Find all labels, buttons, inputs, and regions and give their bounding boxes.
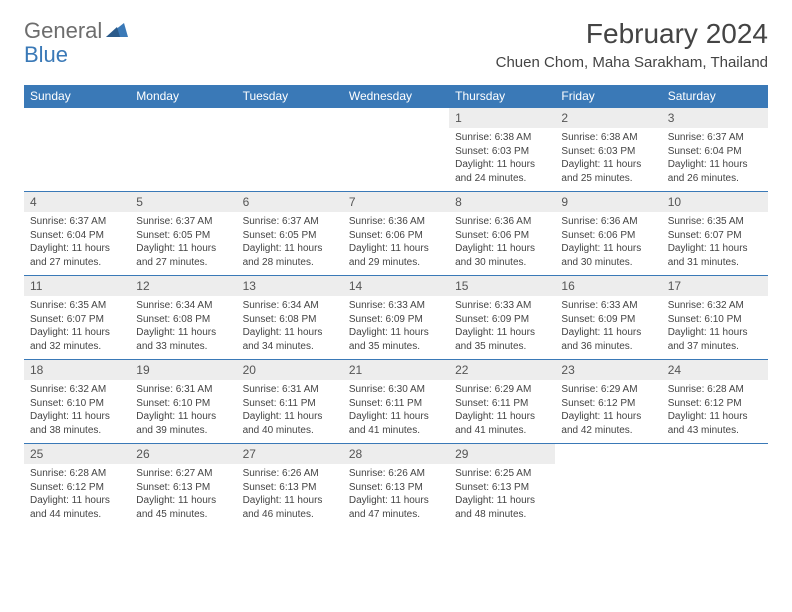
- day-header: Monday: [130, 85, 236, 108]
- location-text: Chuen Chom, Maha Sarakham, Thailand: [496, 54, 768, 71]
- day-detail-cell: Sunrise: 6:37 AMSunset: 6:05 PMDaylight:…: [130, 212, 236, 276]
- day-number-cell: 15: [449, 276, 555, 297]
- day-header: Thursday: [449, 85, 555, 108]
- day-detail-cell: Sunrise: 6:30 AMSunset: 6:11 PMDaylight:…: [343, 380, 449, 444]
- calendar-body: 123Sunrise: 6:38 AMSunset: 6:03 PMDaylig…: [24, 108, 768, 528]
- day-number-cell: 16: [555, 276, 661, 297]
- day-detail-cell: [24, 128, 130, 192]
- day-number-cell: 26: [130, 444, 236, 465]
- day-number-cell: 28: [343, 444, 449, 465]
- day-header: Friday: [555, 85, 661, 108]
- day-number-cell: [343, 108, 449, 129]
- day-detail-cell: Sunrise: 6:37 AMSunset: 6:04 PMDaylight:…: [662, 128, 768, 192]
- day-number-cell: [662, 444, 768, 465]
- day-number-cell: 25: [24, 444, 130, 465]
- day-number-cell: 9: [555, 192, 661, 213]
- day-number-cell: 1: [449, 108, 555, 129]
- day-detail-cell: Sunrise: 6:26 AMSunset: 6:13 PMDaylight:…: [343, 464, 449, 527]
- day-detail-cell: Sunrise: 6:29 AMSunset: 6:12 PMDaylight:…: [555, 380, 661, 444]
- day-detail-cell: Sunrise: 6:31 AMSunset: 6:11 PMDaylight:…: [237, 380, 343, 444]
- day-number-cell: 2: [555, 108, 661, 129]
- calendar-table: SundayMondayTuesdayWednesdayThursdayFrid…: [24, 85, 768, 527]
- day-detail-cell: Sunrise: 6:32 AMSunset: 6:10 PMDaylight:…: [24, 380, 130, 444]
- day-number-cell: 24: [662, 360, 768, 381]
- title-block: February 2024 Chuen Chom, Maha Sarakham,…: [496, 18, 768, 71]
- day-number-cell: 20: [237, 360, 343, 381]
- day-detail-cell: Sunrise: 6:29 AMSunset: 6:11 PMDaylight:…: [449, 380, 555, 444]
- day-number-cell: 11: [24, 276, 130, 297]
- day-detail-cell: Sunrise: 6:36 AMSunset: 6:06 PMDaylight:…: [343, 212, 449, 276]
- day-detail-cell: Sunrise: 6:35 AMSunset: 6:07 PMDaylight:…: [662, 212, 768, 276]
- day-number-cell: 27: [237, 444, 343, 465]
- day-number-cell: 13: [237, 276, 343, 297]
- day-number-cell: [237, 108, 343, 129]
- day-detail-cell: Sunrise: 6:32 AMSunset: 6:10 PMDaylight:…: [662, 296, 768, 360]
- day-number-cell: [24, 108, 130, 129]
- day-number-cell: 19: [130, 360, 236, 381]
- day-detail-cell: Sunrise: 6:38 AMSunset: 6:03 PMDaylight:…: [555, 128, 661, 192]
- day-detail-cell: Sunrise: 6:25 AMSunset: 6:13 PMDaylight:…: [449, 464, 555, 527]
- day-detail-cell: Sunrise: 6:33 AMSunset: 6:09 PMDaylight:…: [555, 296, 661, 360]
- day-detail-cell: [662, 464, 768, 527]
- day-detail-cell: Sunrise: 6:34 AMSunset: 6:08 PMDaylight:…: [237, 296, 343, 360]
- day-detail-cell: [343, 128, 449, 192]
- day-detail-cell: Sunrise: 6:38 AMSunset: 6:03 PMDaylight:…: [449, 128, 555, 192]
- brand-logo: General: [24, 18, 130, 44]
- day-number-cell: 29: [449, 444, 555, 465]
- day-number-cell: 23: [555, 360, 661, 381]
- calendar-head: SundayMondayTuesdayWednesdayThursdayFrid…: [24, 85, 768, 108]
- brand-part1: General: [24, 18, 102, 44]
- day-number-cell: 12: [130, 276, 236, 297]
- day-detail-cell: Sunrise: 6:31 AMSunset: 6:10 PMDaylight:…: [130, 380, 236, 444]
- day-header: Wednesday: [343, 85, 449, 108]
- month-title: February 2024: [496, 18, 768, 50]
- day-header: Sunday: [24, 85, 130, 108]
- day-detail-cell: Sunrise: 6:28 AMSunset: 6:12 PMDaylight:…: [662, 380, 768, 444]
- day-detail-cell: [555, 464, 661, 527]
- day-number-cell: 6: [237, 192, 343, 213]
- day-number-cell: 3: [662, 108, 768, 129]
- day-detail-cell: Sunrise: 6:27 AMSunset: 6:13 PMDaylight:…: [130, 464, 236, 527]
- day-number-cell: 10: [662, 192, 768, 213]
- day-number-cell: [555, 444, 661, 465]
- day-detail-cell: Sunrise: 6:33 AMSunset: 6:09 PMDaylight:…: [449, 296, 555, 360]
- brand-triangle-icon: [106, 21, 128, 42]
- day-detail-cell: Sunrise: 6:36 AMSunset: 6:06 PMDaylight:…: [555, 212, 661, 276]
- brand-part2: Blue: [24, 42, 68, 68]
- day-detail-cell: Sunrise: 6:36 AMSunset: 6:06 PMDaylight:…: [449, 212, 555, 276]
- day-detail-cell: Sunrise: 6:28 AMSunset: 6:12 PMDaylight:…: [24, 464, 130, 527]
- day-detail-cell: Sunrise: 6:33 AMSunset: 6:09 PMDaylight:…: [343, 296, 449, 360]
- page-header: General February 2024 Chuen Chom, Maha S…: [24, 18, 768, 71]
- day-number-cell: 21: [343, 360, 449, 381]
- day-number-cell: 8: [449, 192, 555, 213]
- day-detail-cell: Sunrise: 6:35 AMSunset: 6:07 PMDaylight:…: [24, 296, 130, 360]
- day-number-cell: 17: [662, 276, 768, 297]
- day-detail-cell: Sunrise: 6:37 AMSunset: 6:04 PMDaylight:…: [24, 212, 130, 276]
- day-number-cell: 22: [449, 360, 555, 381]
- day-number-cell: 14: [343, 276, 449, 297]
- day-header: Saturday: [662, 85, 768, 108]
- day-number-cell: 4: [24, 192, 130, 213]
- day-detail-cell: Sunrise: 6:37 AMSunset: 6:05 PMDaylight:…: [237, 212, 343, 276]
- day-number-cell: [130, 108, 236, 129]
- day-detail-cell: Sunrise: 6:26 AMSunset: 6:13 PMDaylight:…: [237, 464, 343, 527]
- day-number-cell: 7: [343, 192, 449, 213]
- day-number-cell: 5: [130, 192, 236, 213]
- day-number-cell: 18: [24, 360, 130, 381]
- day-header: Tuesday: [237, 85, 343, 108]
- day-detail-cell: Sunrise: 6:34 AMSunset: 6:08 PMDaylight:…: [130, 296, 236, 360]
- day-detail-cell: [237, 128, 343, 192]
- day-detail-cell: [130, 128, 236, 192]
